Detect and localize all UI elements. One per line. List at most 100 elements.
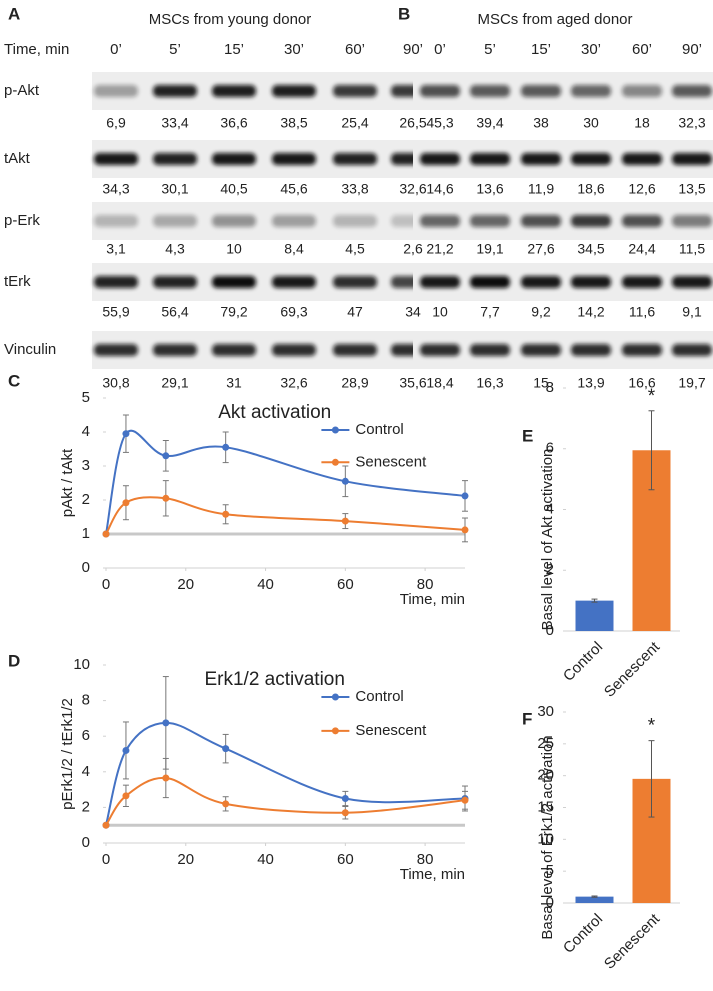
- legend-label: Senescent: [355, 453, 427, 470]
- chart-title: Akt activation: [218, 402, 331, 423]
- time-point: 30’: [581, 41, 601, 58]
- panel-label: E: [522, 426, 533, 445]
- blot-band: [272, 215, 316, 227]
- band-value: 40,5: [220, 181, 247, 197]
- band-value: 38: [533, 115, 549, 131]
- data-point: [102, 530, 110, 538]
- band-value: 8,4: [284, 241, 304, 257]
- band-value: 29,1: [161, 375, 188, 391]
- band-value: 31: [226, 375, 242, 391]
- error-bar: [591, 895, 598, 898]
- blot-band: [94, 153, 138, 165]
- legend-marker: [331, 458, 339, 466]
- band-value: 12,6: [628, 181, 655, 197]
- chart-title: Erk1/2 activation: [204, 669, 344, 690]
- blot-band: [420, 85, 460, 97]
- band-value: 39,4: [476, 115, 503, 131]
- y-tick-label: 2: [82, 798, 90, 815]
- legend-marker: [331, 693, 339, 701]
- data-point: [122, 746, 130, 754]
- blot-band: [622, 215, 662, 227]
- blot-band: [272, 344, 316, 356]
- band-value: 25,4: [341, 115, 368, 131]
- time-point: 60’: [345, 41, 365, 58]
- blot-band: [521, 276, 561, 288]
- y-tick-label: 2: [546, 561, 554, 578]
- band-value: 14,2: [577, 304, 604, 320]
- band-value: 4,3: [165, 241, 185, 257]
- blot-band: [94, 344, 138, 356]
- row-label: tErk: [4, 273, 31, 290]
- blot-band: [470, 276, 510, 288]
- y-tick-label: 0: [546, 622, 554, 639]
- time-point: 15’: [224, 41, 244, 58]
- band-value: 28,9: [341, 375, 368, 391]
- band-value: 19,1: [476, 241, 503, 257]
- x-tick-label: 0: [102, 576, 110, 593]
- data-point: [222, 800, 230, 808]
- blot-band: [272, 153, 316, 165]
- x-tick-label: 20: [177, 851, 194, 868]
- x-tick-label: 20: [177, 576, 194, 593]
- band-value: 26,5: [399, 115, 426, 131]
- data-point: [122, 792, 130, 800]
- y-tick-label: 10: [537, 830, 554, 847]
- blot-band: [672, 85, 712, 97]
- band-value: 34,5: [577, 241, 604, 257]
- band-value: 9,1: [682, 304, 702, 320]
- x-tick-label: 0: [102, 851, 110, 868]
- data-point: [461, 796, 469, 804]
- band-value: 32,6: [280, 375, 307, 391]
- band-value: 30,8: [102, 375, 129, 391]
- y-tick-label: 0: [82, 834, 90, 851]
- time-point: 15’: [531, 41, 551, 58]
- band-value: 55,9: [102, 304, 129, 320]
- panel-label: F: [522, 709, 532, 728]
- blot-band: [94, 85, 138, 97]
- blot-band: [333, 153, 377, 165]
- blot-band: [420, 344, 460, 356]
- blot-background: [413, 331, 713, 369]
- blot-band: [672, 344, 712, 356]
- y-axis-label: Basal level of Erk1/2 activation: [539, 735, 556, 939]
- time-point: 5’: [484, 41, 496, 58]
- blot-band: [333, 85, 377, 97]
- y-tick-label: 5: [82, 389, 90, 406]
- time-point: 90’: [403, 41, 423, 58]
- band-value: 19,7: [678, 375, 705, 391]
- blot-band: [622, 85, 662, 97]
- data-point: [102, 821, 110, 829]
- blot-band: [622, 344, 662, 356]
- blot-background: [413, 140, 713, 178]
- band-value: 32,3: [678, 115, 705, 131]
- y-tick-label: 30: [537, 703, 554, 720]
- band-value: 14,6: [426, 181, 453, 197]
- y-axis-label: Basal level of Akt activation: [539, 449, 556, 631]
- y-tick-label: 0: [546, 894, 554, 911]
- bar: [575, 600, 614, 631]
- x-tick-label: 80: [417, 576, 434, 593]
- y-tick-label: 15: [537, 798, 554, 815]
- blot-band: [571, 276, 611, 288]
- band-value: 13,6: [476, 181, 503, 197]
- legend-label: Control: [355, 688, 403, 705]
- row-label: tAkt: [4, 150, 31, 167]
- band-value: 45,6: [280, 181, 307, 197]
- band-value: 34: [405, 304, 421, 320]
- bar: [575, 896, 614, 903]
- band-value: 13,9: [577, 375, 604, 391]
- x-axis-label: Time, min: [400, 866, 465, 883]
- blot-band: [571, 344, 611, 356]
- legend-label: Control: [355, 421, 403, 438]
- x-tick-label: Control: [560, 911, 606, 957]
- blot-band: [272, 276, 316, 288]
- data-point: [341, 517, 349, 525]
- significance-mark: *: [648, 386, 656, 407]
- blot-band: [420, 153, 460, 165]
- blot-band: [212, 344, 256, 356]
- x-axis-label: Time, min: [400, 591, 465, 608]
- x-tick-label: 40: [257, 851, 274, 868]
- band-value: 38,5: [280, 115, 307, 131]
- band-value: 13,5: [678, 181, 705, 197]
- y-tick-label: 2: [82, 491, 90, 508]
